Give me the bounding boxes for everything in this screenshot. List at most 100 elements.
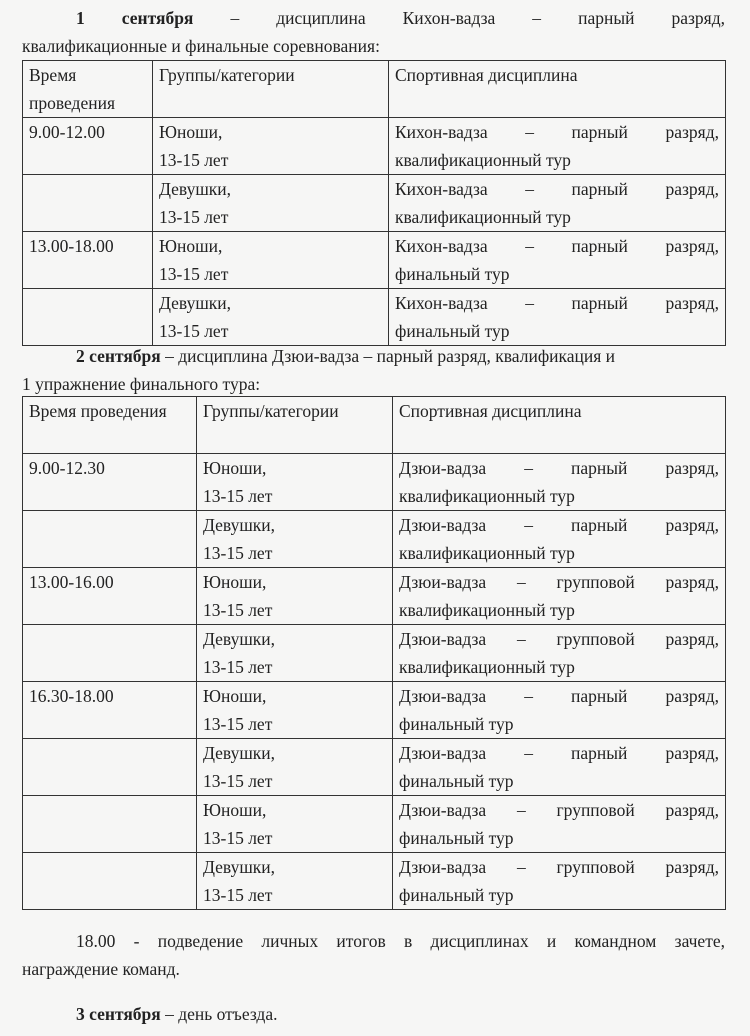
discipline-cell: Кихон-вадза – парный разряд, квалификацио… (388, 174, 726, 232)
discipline-line: Дзюи-вадза – парный разряд, (399, 686, 719, 706)
group-line: Девушки, (159, 179, 232, 199)
group-cell: Юноши, 13-15 лет (196, 567, 393, 625)
discipline-line: квалификационный тур (395, 207, 571, 227)
discipline-cell: Дзюи-вадза – групповой разряд, финальный … (392, 852, 726, 910)
group-line: Девушки, (203, 629, 276, 649)
time-cell: 16.30-18.00 (22, 681, 197, 739)
discipline-cell: Кихон-вадза – парный разряд, квалификацио… (388, 117, 726, 175)
discipline-line: Дзюи-вадза – парный разряд, (399, 515, 719, 535)
discipline-cell: Кихон-вадза – парный разряд, финальный ту… (388, 288, 726, 346)
time-cell (22, 795, 197, 853)
group-line: Юноши, (203, 458, 267, 478)
group-cell: Девушки, 13-15 лет (152, 288, 389, 346)
discipline-line: финальный тур (399, 714, 514, 734)
table-row: Девушки, 13-15 лет Дзюи-вадза – групповой … (22, 852, 726, 910)
group-line: Юноши, (159, 236, 223, 256)
time-cell (22, 288, 153, 346)
group-line: 13-15 лет (203, 828, 273, 848)
discipline-line: финальный тур (399, 771, 514, 791)
group-line: Юноши, (203, 572, 267, 592)
time-cell (22, 624, 197, 682)
discipline-line: Дзюи-вадза – парный разряд, (399, 458, 719, 478)
discipline-line: финальный тур (395, 264, 510, 284)
column-header: Спортивная дисциплина (388, 60, 726, 118)
group-cell: Юноши, 13-15 лет (196, 795, 393, 853)
column-header: Спортивная дисциплина (392, 396, 726, 454)
day1-schedule-table: Время проведения Группы/категории Спортивн… (22, 60, 726, 346)
discipline-line: Дзюи-вадза – групповой разряд, (399, 629, 719, 649)
table-row: Девушки, 13-15 лет Дзюи-вадза – групповой … (22, 624, 726, 682)
group-cell: Девушки, 13-15 лет (196, 510, 393, 568)
group-line: Девушки, (203, 743, 276, 763)
day2-schedule-table: Время проведения Группы/категории Спортивн… (22, 396, 726, 910)
table-row: 9.00-12.00 Юноши, 13-15 лет Кихон-вадза – п… (22, 117, 726, 175)
discipline-line: Кихон-вадза – парный разряд, (395, 179, 719, 199)
discipline-cell: Дзюи-вадза – парный разряд, квалификацион… (392, 510, 726, 568)
discipline-line: Кихон-вадза – парный разряд, (395, 122, 719, 142)
time-cell: 9.00-12.00 (22, 117, 153, 175)
time-cell: 9.00-12.30 (22, 453, 197, 511)
discipline-line: Дзюи-вадза – групповой разряд, (399, 800, 719, 820)
discipline-line: Дзюи-вадза – групповой разряд, (399, 857, 719, 877)
group-line: Юноши, (203, 800, 267, 820)
group-cell: Девушки, 13-15 лет (152, 174, 389, 232)
table-row: 13.00-18.00 Юноши, 13-15 лет Кихон-вадза – … (22, 231, 726, 289)
discipline-cell: Дзюи-вадза – групповой разряд, финальный … (392, 795, 726, 853)
group-line: 13-15 лет (203, 486, 273, 506)
day3-line: 3 сентября – день отъезда. (76, 1004, 278, 1024)
group-line: 13-15 лет (203, 600, 273, 620)
day1-intro-line2: квалификационные и финальные соревновани… (22, 36, 380, 56)
group-line: 13-15 лет (203, 885, 273, 905)
group-cell: Девушки, 13-15 лет (196, 852, 393, 910)
discipline-cell: Кихон-вадза – парный разряд, финальный ту… (388, 231, 726, 289)
table-row: 9.00-12.30 Юноши, 13-15 лет Дзюи-вадза – па… (22, 453, 726, 511)
column-header: Время проведения (22, 60, 153, 118)
group-line: 13-15 лет (203, 657, 273, 677)
table-header-row: Время проведения Группы/категории Спортивн… (22, 60, 726, 118)
table-row: Девушки, 13-15 лет Кихон-вадза – парный ра… (22, 288, 726, 346)
day1-intro-line1: 1 сентября – дисциплина Кихон-вадза – па… (76, 8, 725, 28)
column-header: Группы/категории (152, 60, 389, 118)
discipline-line: квалификационный тур (395, 150, 571, 170)
group-cell: Девушки, 13-15 лет (196, 624, 393, 682)
discipline-line: финальный тур (399, 885, 514, 905)
group-cell: Юноши, 13-15 лет (152, 117, 389, 175)
table-row: Девушки, 13-15 лет Кихон-вадза – парный ра… (22, 174, 726, 232)
group-line: 13-15 лет (203, 714, 273, 734)
discipline-line: Дзюи-вадза – групповой разряд, (399, 572, 719, 592)
discipline-line: квалификационный тур (399, 486, 575, 506)
table-row: 13.00-16.00 Юноши, 13-15 лет Дзюи-вадза – г… (22, 567, 726, 625)
group-line: Девушки, (159, 293, 232, 313)
discipline-line: Кихон-вадза – парный разряд, (395, 293, 719, 313)
discipline-line: квалификационный тур (399, 600, 575, 620)
time-cell (22, 852, 197, 910)
discipline-line: Дзюи-вадза – парный разряд, (399, 743, 719, 763)
group-line: 13-15 лет (203, 771, 273, 791)
discipline-line: квалификационный тур (399, 657, 575, 677)
group-line: Юноши, (203, 686, 267, 706)
group-line: 13-15 лет (159, 321, 229, 341)
table-row: Девушки, 13-15 лет Дзюи-вадза – парный раз… (22, 738, 726, 796)
table-row: Девушки, 13-15 лет Дзюи-вадза – парный раз… (22, 510, 726, 568)
group-line: 13-15 лет (159, 264, 229, 284)
table-row: 16.30-18.00 Юноши, 13-15 лет Дзюи-вадза – п… (22, 681, 726, 739)
table-row: Юноши, 13-15 лет Дзюи-вадза – групповой ра… (22, 795, 726, 853)
group-cell: Юноши, 13-15 лет (196, 453, 393, 511)
discipline-line: Кихон-вадза – парный разряд, (395, 236, 719, 256)
discipline-line: финальный тур (399, 828, 514, 848)
group-cell: Юноши, 13-15 лет (196, 681, 393, 739)
column-header: Время проведения (22, 396, 197, 454)
group-line: Девушки, (203, 857, 276, 877)
discipline-cell: Дзюи-вадза – групповой разряд, квалификац… (392, 567, 726, 625)
group-line: 13-15 лет (159, 207, 229, 227)
discipline-cell: Дзюи-вадза – парный разряд, финальный тур (392, 681, 726, 739)
time-cell (22, 174, 153, 232)
discipline-line: финальный тур (395, 321, 510, 341)
group-line: 13-15 лет (159, 150, 229, 170)
group-line: 13-15 лет (203, 543, 273, 563)
column-header: Группы/категории (196, 396, 393, 454)
discipline-cell: Дзюи-вадза – групповой разряд, квалификац… (392, 624, 726, 682)
time-cell: 13.00-18.00 (22, 231, 153, 289)
table-header-row: Время проведения Группы/категории Спортивн… (22, 396, 726, 454)
group-cell: Девушки, 13-15 лет (196, 738, 393, 796)
